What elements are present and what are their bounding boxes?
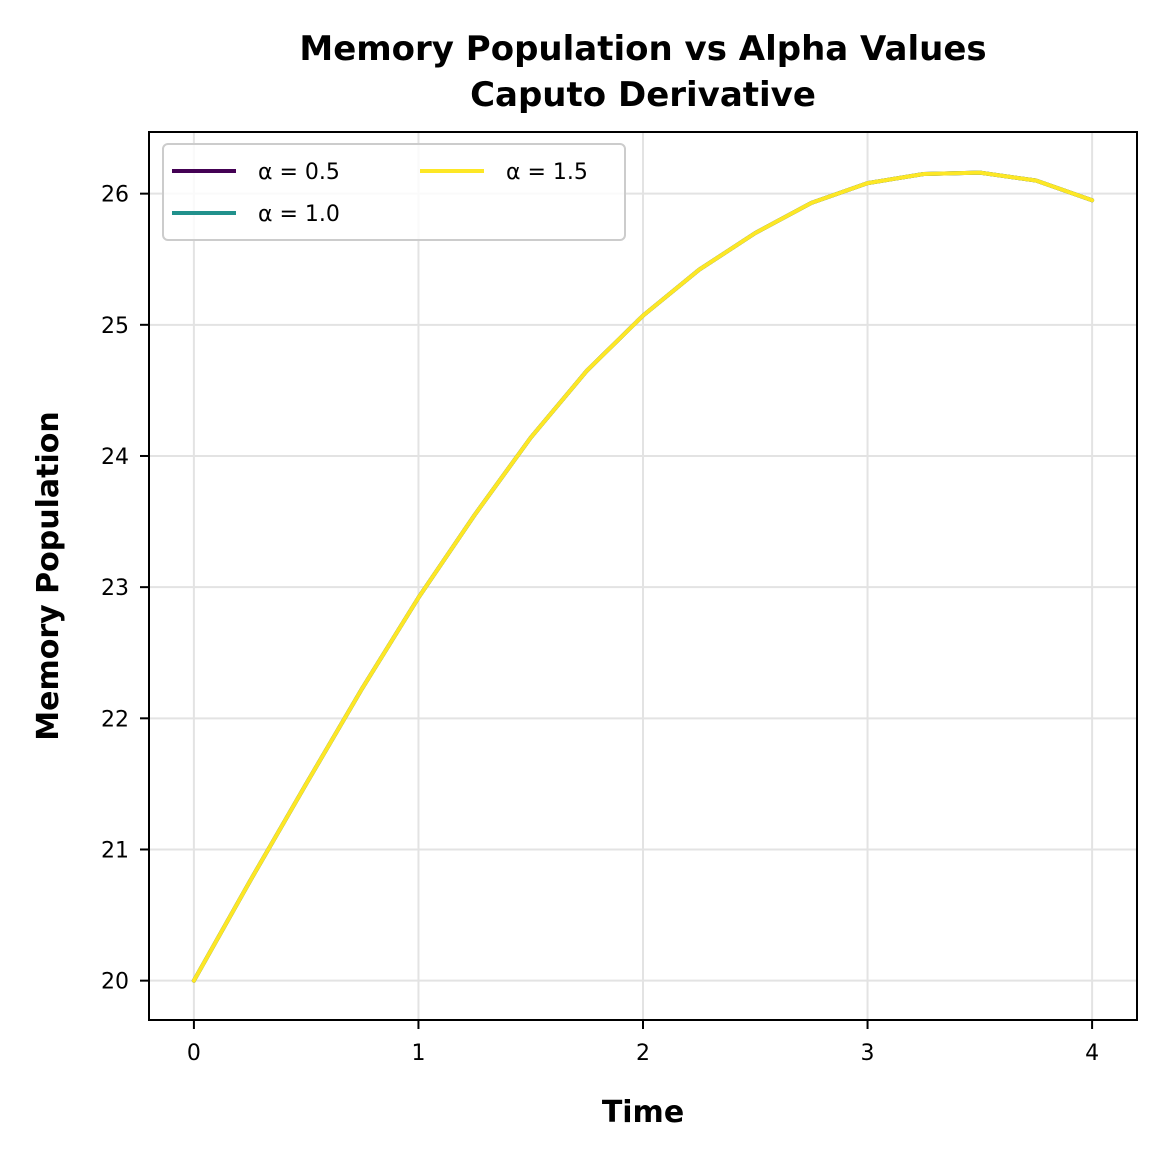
y-tick-label: 25 [101, 314, 129, 339]
x-tick-label: 4 [1085, 1041, 1099, 1066]
legend-entry-label: α = 0.5 [258, 160, 340, 185]
x-tick-label: 1 [411, 1041, 425, 1066]
y-axis-label: Memory Population [31, 411, 66, 740]
chart-title: Memory Population vs Alpha Values [299, 29, 986, 69]
x-axis-label: Time [602, 1095, 684, 1130]
chart-subtitle: Caputo Derivative [470, 75, 816, 115]
series-lines [191, 170, 1095, 983]
series-line [191, 170, 1095, 983]
y-tick-label: 22 [101, 707, 129, 732]
y-tick-label: 26 [101, 183, 129, 208]
x-tick-label: 2 [636, 1041, 650, 1066]
legend: α = 0.5 α = 1.0 α = 1.5 [162, 143, 626, 241]
y-tick-label: 20 [101, 970, 129, 995]
y-tick-label: 23 [101, 576, 129, 601]
legend-box [162, 143, 626, 241]
legend-entry-label: α = 1.5 [506, 160, 588, 185]
legend-entry-label: α = 1.0 [258, 202, 340, 227]
y-tick-label: 24 [101, 445, 129, 470]
y-tick-label: 21 [101, 838, 129, 863]
x-tick-label: 3 [861, 1041, 875, 1066]
grid-lines [149, 132, 1137, 1020]
x-tick-label: 0 [187, 1041, 201, 1066]
